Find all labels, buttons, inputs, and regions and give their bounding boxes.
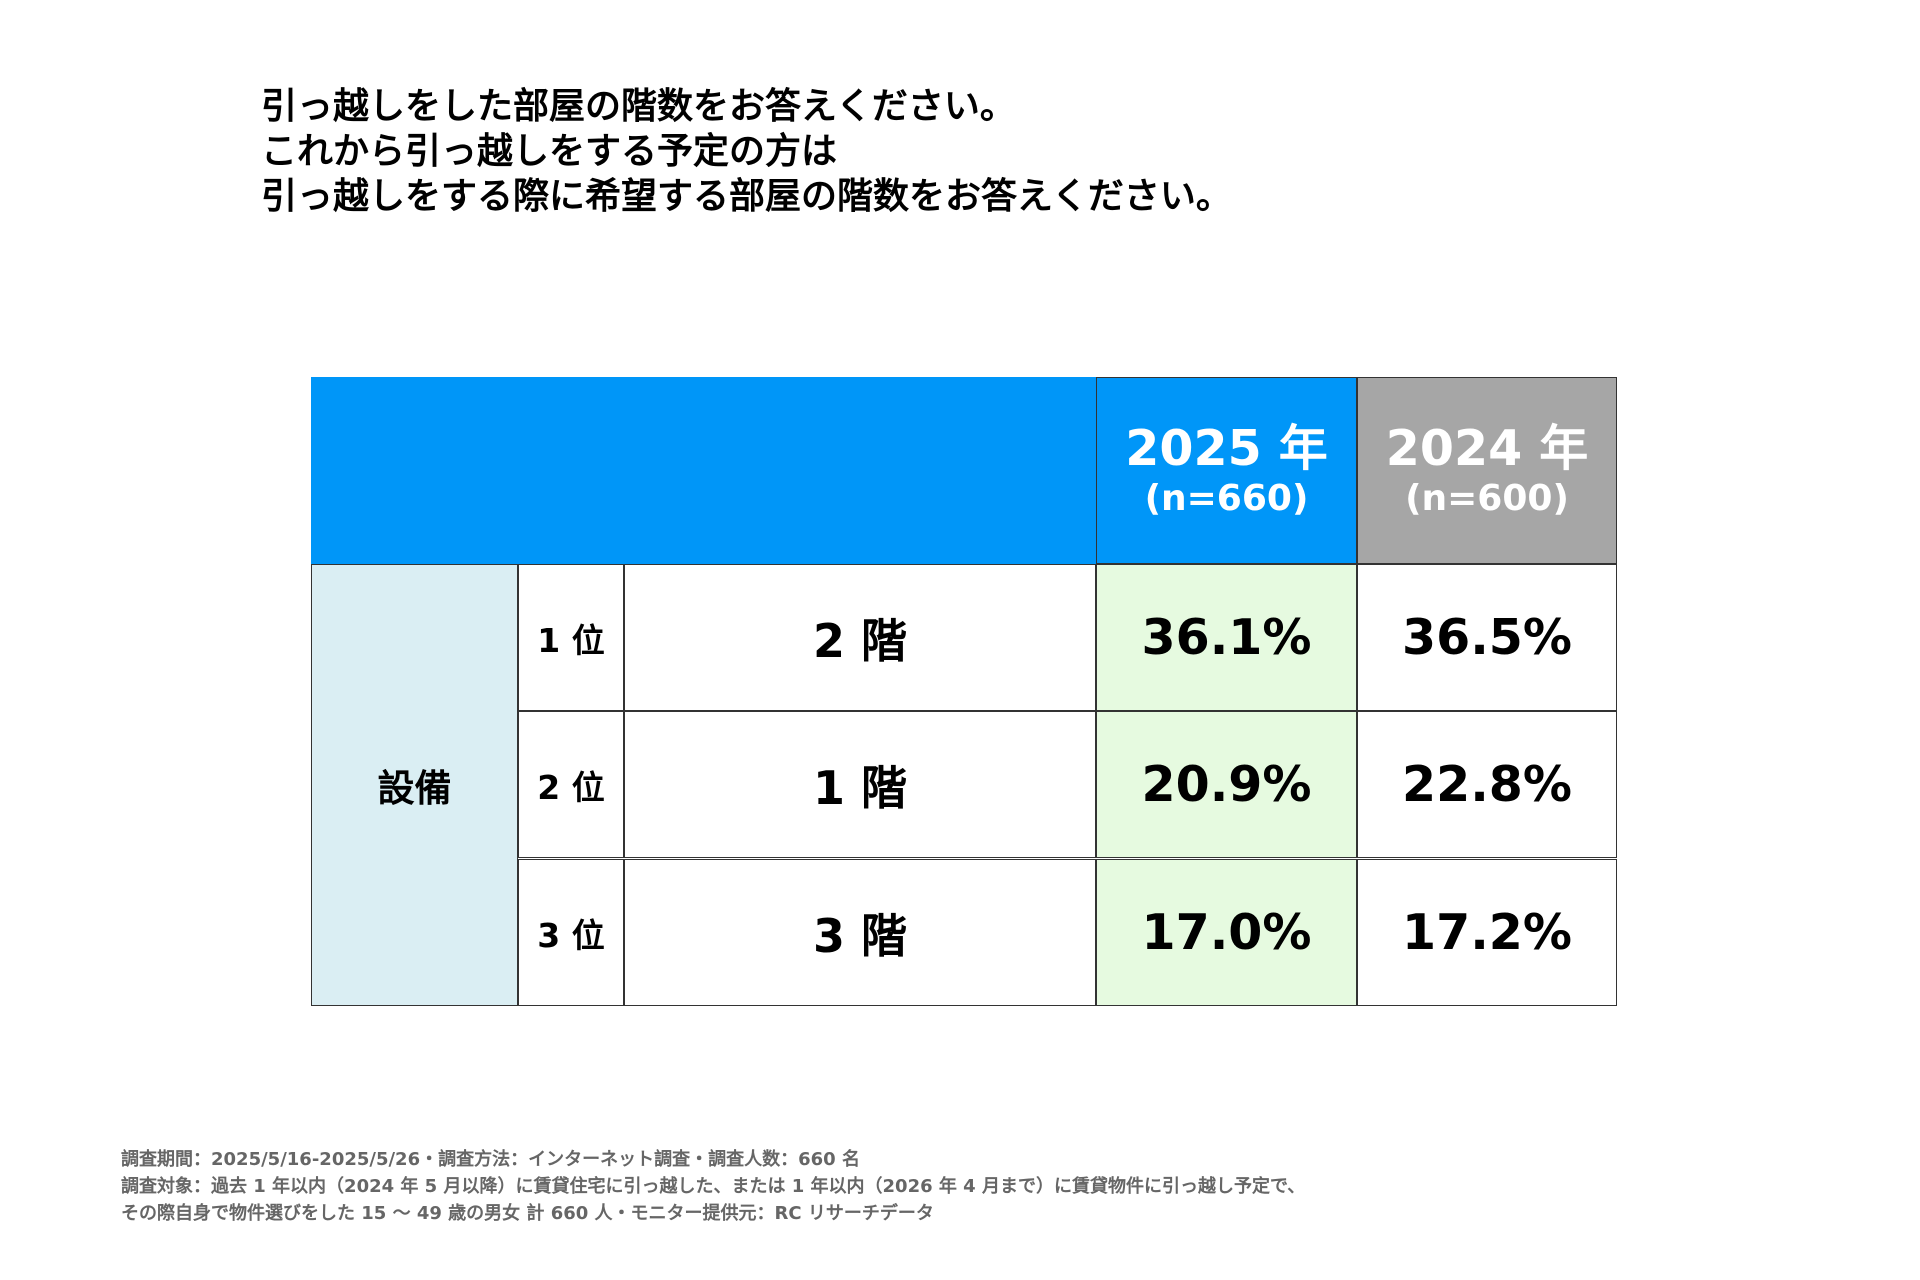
item-cell: 2 階: [624, 564, 1096, 711]
value-2024: 36.5%: [1357, 564, 1617, 711]
header-sample-size: (n=600): [1405, 477, 1569, 519]
question-title: 引っ越しをした部屋の階数をお答えください。 これから引っ越しをする予定の方は 引…: [261, 84, 1232, 219]
rank-cell: 2 位: [518, 711, 624, 858]
title-line: 引っ越しをした部屋の階数をお答えください。: [261, 86, 1016, 127]
value-2025: 20.9%: [1096, 711, 1357, 858]
value-2024: 22.8%: [1357, 711, 1617, 858]
header-2025: 2025 年 (n=660): [1096, 377, 1357, 564]
rank-cell: 3 位: [518, 859, 624, 1006]
rank-cell: 1 位: [518, 564, 624, 711]
value-2025: 17.0%: [1096, 859, 1357, 1006]
value-2025: 36.1%: [1096, 564, 1357, 711]
header-year: 2025 年: [1125, 419, 1328, 477]
category-cell: 設備: [311, 564, 518, 1006]
header-2024: 2024 年 (n=600): [1357, 377, 1617, 564]
footnote-line: 調査期間：2025/5/16-2025/5/26・調査方法：インターネット調査・…: [121, 1149, 860, 1170]
title-line: これから引っ越しをする予定の方は: [261, 131, 838, 172]
header-year: 2024 年: [1385, 419, 1589, 477]
header-sample-size: (n=660): [1144, 477, 1309, 519]
header-blank-cell: [311, 377, 1096, 564]
footnote-line: 調査対象：過去 1 年以内（2024 年 5 月以降）に賃貸住宅に引っ越した、ま…: [121, 1176, 1306, 1197]
value-2024: 17.2%: [1357, 859, 1617, 1006]
footnote-line: その際自身で物件選びをした 15 ～ 49 歳の男女 計 660 人・モニター提…: [121, 1203, 934, 1224]
item-cell: 3 階: [624, 859, 1096, 1006]
title-line: 引っ越しをする際に希望する部屋の階数をお答えください。: [261, 176, 1232, 217]
ranking-table: 2025 年 (n=660) 2024 年 (n=600) 設備 1 位 2 階…: [311, 377, 1617, 1006]
survey-footnote: 調査期間：2025/5/16-2025/5/26・調査方法：インターネット調査・…: [121, 1146, 1305, 1227]
item-cell: 1 階: [624, 711, 1096, 858]
